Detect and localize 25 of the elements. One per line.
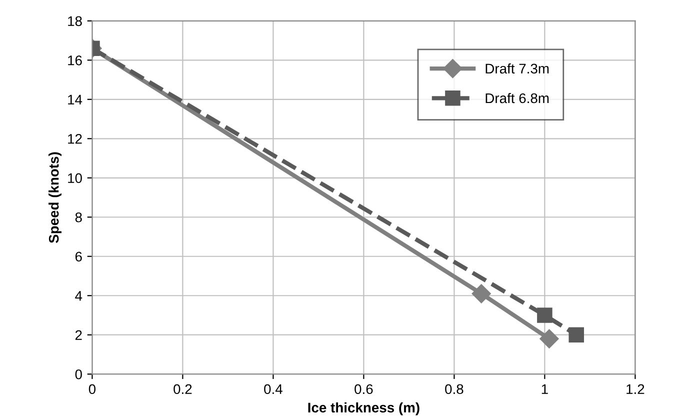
point [537,308,552,323]
y-tick-label: 12 [68,134,82,144]
y-tick-label: 10 [68,173,82,184]
x-tick-label: 0.2 [174,384,192,394]
legend-label: Draft 7.3m [486,63,549,74]
y-tick-label: 16 [68,55,82,66]
x-tick-label: 0 [88,384,96,394]
x-tick-label: 0.4 [264,384,282,394]
y-tick-label: 18 [68,16,82,26]
point [540,329,559,348]
point [472,284,491,304]
y-tick-label: 6 [75,252,82,262]
x-tick-label: 1.2 [626,384,644,394]
point [568,327,584,343]
y-tick-label: 14 [68,94,82,104]
y-tick-label: 4 [75,291,82,301]
y-tick-label: 8 [75,212,82,222]
x-tick-label: 0.6 [354,384,373,394]
y-tick-label: 2 [75,330,82,340]
x-axis-title: Ice thickness (m) [308,402,420,416]
y-tick-label: 0 [75,369,82,380]
legend-label: Draft 6.8m [486,92,549,104]
x-tick-label: 0.8 [445,384,464,394]
y-axis-title: Speed (knots) [48,152,62,244]
x-tick-label: 1 [542,384,548,394]
